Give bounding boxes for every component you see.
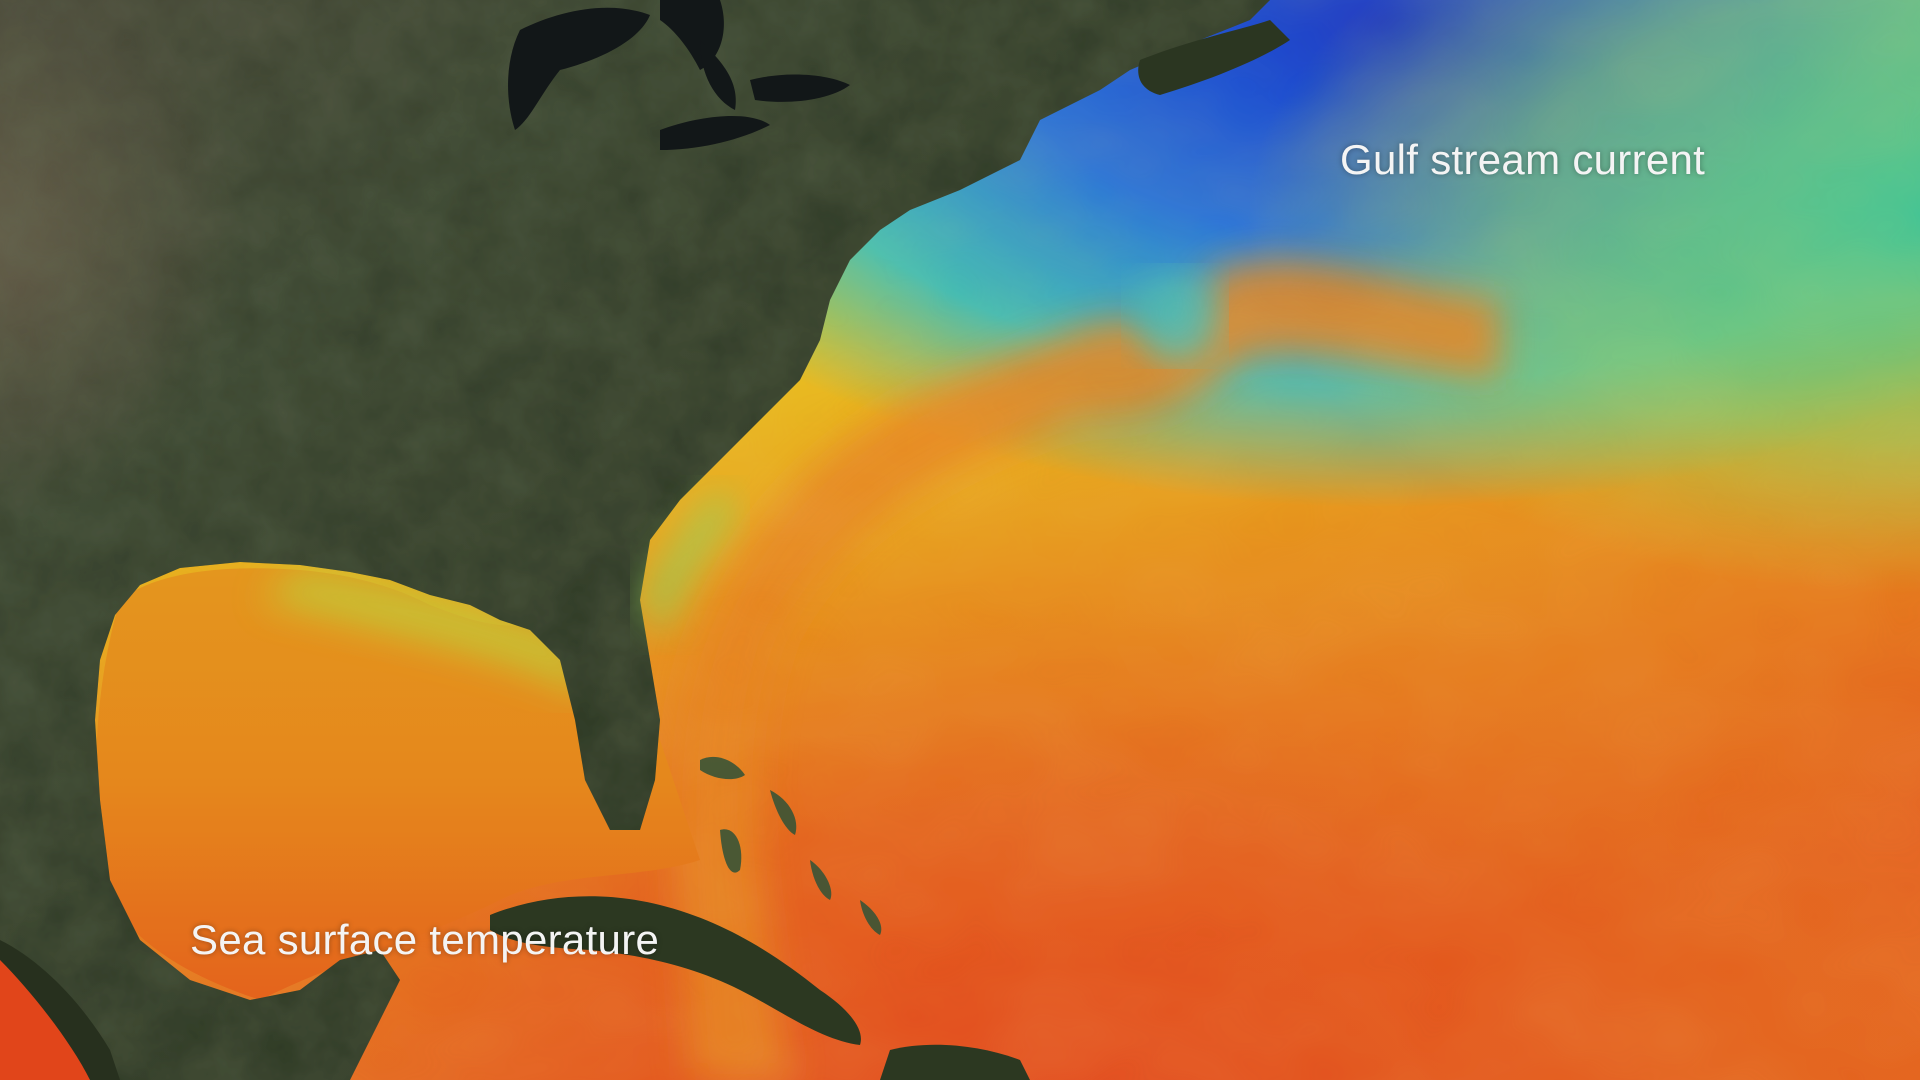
bahamas-islands — [700, 756, 882, 935]
gulf-stream-label: Gulf stream current — [1340, 136, 1706, 183]
land-texture — [0, 0, 1270, 1080]
hispaniola-land — [880, 1044, 1030, 1080]
nova-scotia-land — [1138, 20, 1290, 95]
great-lakes — [508, 0, 850, 150]
sea-surface-temperature-label: Sea surface temperature — [190, 916, 660, 963]
pacific-hot-corner — [0, 960, 90, 1080]
cuba-land — [490, 896, 861, 1045]
florida-coastal-fringe — [640, 490, 740, 640]
